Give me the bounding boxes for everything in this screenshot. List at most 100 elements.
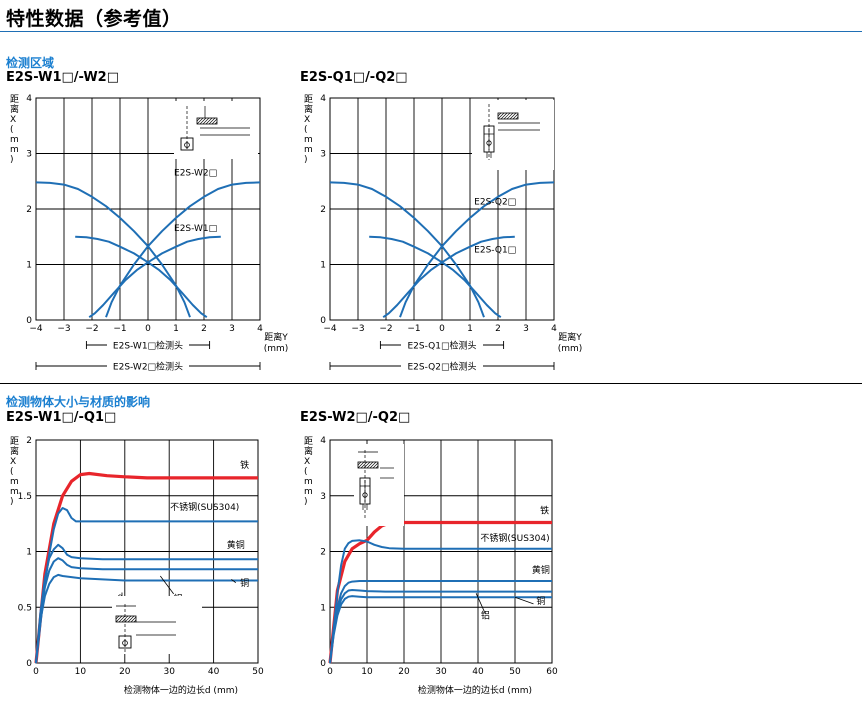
y-tick-label: 1.5	[18, 492, 32, 502]
y-tick-label: 1	[320, 261, 326, 271]
series-line	[382, 235, 515, 319]
x-axis-label: 距离Y	[264, 331, 288, 343]
series-line	[35, 181, 191, 318]
series-line	[329, 181, 485, 318]
target-hatch	[375, 465, 379, 469]
x-axis-label: 检测物体一边的边长d (mm)	[124, 684, 238, 696]
sensor-span-label: E2S-W2□检测头	[113, 361, 183, 373]
target-hatch	[509, 112, 517, 120]
series-line	[329, 595, 552, 664]
target-hatch	[497, 112, 502, 117]
target-hatch	[357, 461, 365, 469]
x-tick-label: 2	[201, 324, 207, 334]
y-tick-label: 3	[26, 150, 32, 160]
y-axis-label: 距离 X(m m)	[304, 436, 313, 507]
target-hatch	[503, 112, 511, 120]
chart-title-w1-q1: E2S-W1□/-Q1□	[6, 410, 117, 425]
title-divider	[0, 31, 862, 32]
target-hatch	[196, 117, 201, 122]
x-tick-label: −4	[29, 324, 43, 334]
leader-line	[514, 596, 534, 605]
annotation-label: 铜	[240, 577, 249, 589]
x-tick-label: −3	[351, 324, 364, 334]
x-tick-label: −1	[407, 324, 420, 334]
y-tick-label: 4	[26, 94, 32, 104]
target-hatch	[118, 615, 126, 623]
annotation-label: 铜	[536, 595, 545, 607]
annotation-label: 铝	[481, 609, 490, 621]
annotation-label: 不锈钢(SUS304)	[480, 532, 549, 544]
x-tick-label: −3	[57, 324, 70, 334]
x-axis-unit: (mm)	[558, 344, 583, 354]
page-title: 特性数据（参考值）	[6, 8, 182, 30]
x-tick-label: 0	[439, 324, 445, 334]
x-tick-label: 4	[551, 324, 557, 334]
series-line	[34, 471, 258, 664]
series-line	[35, 507, 258, 664]
target-hatch	[369, 461, 377, 469]
y-axis-label: 距离 X(m m)	[10, 94, 19, 165]
y-tick-label: 3	[320, 492, 326, 502]
series-line	[35, 557, 258, 664]
sensor-span-label: E2S-W1□检测头	[113, 340, 183, 352]
target-hatch	[366, 461, 374, 469]
leader-line	[475, 593, 486, 615]
x-tick-label: −2	[85, 324, 98, 334]
target-hatch	[372, 462, 379, 469]
x-tick-label: 50	[252, 667, 264, 677]
target-hatch	[202, 117, 210, 125]
x-axis-label: 检测物体一边的边长d (mm)	[418, 684, 532, 696]
target-hatch	[357, 461, 362, 466]
x-tick-label: 2	[495, 324, 501, 334]
annotation-label: 铁	[540, 505, 549, 517]
chart-title-w2-q2: E2S-W2□/-Q2□	[300, 410, 411, 425]
detection-area-chart-q1-q2: −4 −3 −2 −1 0 1 2 3 4 0 1 2 3 4 距离 X(m m) E2S-Q2□ E2S-Q1□ E…	[304, 94, 583, 373]
y-tick-label: 1	[320, 603, 326, 613]
detection-area-chart-w1-w2: −4 −3 −2 −1 0 1 2 3 4 0 1 2 3 4 距离 X(m m) E2S-W2□ E2S-W1□ E…	[10, 94, 288, 373]
x-tick-label: 0	[33, 667, 39, 677]
target-hatch	[196, 117, 204, 125]
target-hatch	[127, 615, 135, 623]
x-tick-label: 60	[546, 667, 558, 677]
series-line	[105, 181, 261, 318]
y-tick-label: 2	[26, 436, 32, 446]
target-hatch	[208, 117, 216, 125]
annotation-label: E2S-Q1□	[474, 245, 516, 255]
x-tick-label: 0	[145, 324, 151, 334]
x-tick-label: −1	[113, 324, 126, 334]
target-hatch	[115, 615, 123, 623]
target-hatch	[506, 112, 514, 120]
target-hatch	[515, 116, 519, 120]
target-hatch	[512, 113, 519, 120]
y-tick-label: 4	[320, 436, 326, 446]
section-divider	[0, 383, 862, 384]
x-tick-label: 20	[398, 667, 410, 677]
x-tick-label: 40	[208, 667, 220, 677]
target-hatch	[211, 118, 218, 125]
target-hatch	[360, 461, 368, 469]
y-tick-label: 3	[320, 150, 326, 160]
annotation-label: 黄铜	[227, 539, 245, 551]
target-hatch	[133, 619, 137, 623]
y-tick-label: 0.5	[18, 603, 32, 613]
annotation-label: E2S-Q2□	[474, 198, 516, 208]
x-axis-label: 距离Y	[558, 331, 582, 343]
y-tick-label: 4	[320, 94, 326, 104]
sensor-span-label-bg	[107, 359, 189, 372]
y-tick-label: 2	[320, 205, 326, 215]
target-hatch	[115, 615, 120, 620]
series-line	[75, 235, 208, 319]
sensor-span-label: E2S-Q1□检测头	[407, 340, 476, 352]
y-axis-label: 距离 X(m m)	[10, 436, 19, 507]
x-tick-label: 30	[435, 667, 447, 677]
target-hatch	[500, 112, 508, 120]
y-tick-label: 0	[26, 659, 32, 669]
x-tick-label: −4	[323, 324, 337, 334]
x-tick-label: 4	[257, 324, 263, 334]
annotation-label: 不锈钢(SUS304)	[170, 501, 239, 513]
target-hatch	[214, 121, 218, 125]
sensor-span-label: E2S-Q2□检测头	[407, 361, 476, 373]
x-tick-label: 0	[327, 667, 333, 677]
x-tick-label: 10	[75, 667, 87, 677]
